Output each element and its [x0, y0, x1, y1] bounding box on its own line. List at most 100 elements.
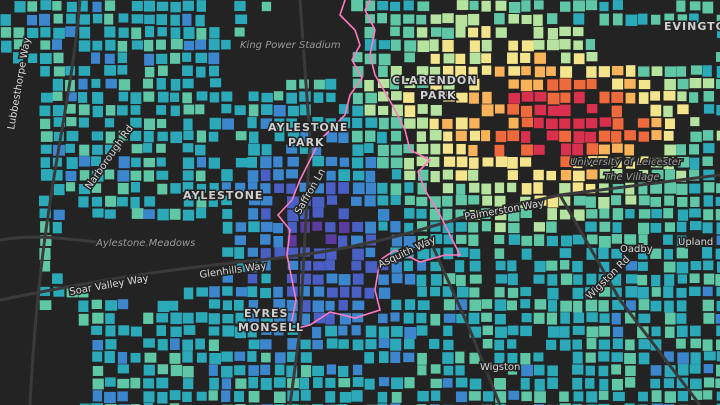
- block: [403, 144, 414, 154]
- block: [299, 182, 311, 192]
- block: [469, 92, 479, 104]
- block: [533, 352, 544, 362]
- block: [430, 286, 441, 297]
- block: [143, 157, 155, 168]
- block: [533, 14, 543, 26]
- block: [702, 130, 714, 141]
- block: [208, 52, 220, 65]
- block: [586, 326, 599, 338]
- block: [182, 13, 192, 26]
- block: [234, 247, 245, 259]
- block: [416, 312, 427, 324]
- block: [52, 78, 64, 91]
- block: [611, 195, 622, 206]
- block: [390, 78, 400, 90]
- block: [170, 326, 182, 337]
- block: [507, 273, 518, 286]
- block: [481, 26, 491, 38]
- block: [455, 65, 467, 78]
- block: [650, 104, 662, 117]
- block: [53, 27, 65, 39]
- block: [624, 312, 636, 324]
- block: [351, 196, 362, 206]
- block: [559, 130, 572, 142]
- block: [508, 390, 520, 400]
- block: [117, 364, 129, 374]
- block: [261, 104, 273, 115]
- block: [572, 260, 583, 273]
- block: [429, 156, 440, 168]
- block: [443, 365, 454, 376]
- block: [533, 144, 545, 155]
- block: [13, 27, 25, 38]
- block: [546, 66, 556, 76]
- block: [455, 222, 467, 232]
- block: [377, 182, 388, 194]
- block: [339, 286, 350, 298]
- block: [273, 169, 284, 181]
- block: [66, 92, 77, 102]
- block: [559, 78, 572, 91]
- block: [586, 104, 598, 114]
- block: [443, 78, 455, 90]
- block: [585, 287, 596, 298]
- block: [91, 196, 103, 207]
- block: [508, 66, 521, 76]
- block: [378, 53, 391, 66]
- block: [352, 221, 364, 232]
- block: [611, 352, 623, 362]
- block: [378, 260, 389, 271]
- block: [455, 53, 466, 64]
- block: [598, 300, 609, 312]
- block: [689, 1, 701, 11]
- block: [482, 391, 494, 402]
- block: [507, 339, 517, 349]
- block: [417, 365, 427, 376]
- block: [156, 157, 166, 167]
- block: [560, 312, 570, 324]
- block: [287, 235, 297, 247]
- block: [157, 364, 169, 375]
- block: [417, 390, 429, 402]
- block: [520, 299, 531, 309]
- block: [417, 1, 430, 12]
- block: [312, 183, 325, 194]
- block: [442, 183, 454, 194]
- block: [78, 183, 91, 195]
- block: [689, 221, 702, 231]
- block: [404, 338, 415, 350]
- block: [663, 286, 674, 298]
- poi-label: Aylestone Meadows: [95, 238, 195, 249]
- block: [443, 247, 454, 260]
- block: [274, 183, 284, 193]
- block: [118, 325, 130, 336]
- block: [196, 196, 207, 208]
- block: [625, 157, 636, 169]
- block: [404, 52, 415, 63]
- block: [52, 221, 62, 234]
- block: [157, 27, 167, 37]
- block: [365, 0, 376, 12]
- block: [221, 39, 231, 50]
- block: [559, 183, 571, 195]
- block: [117, 52, 128, 64]
- block: [573, 79, 586, 90]
- block: [443, 313, 456, 323]
- block: [702, 78, 715, 89]
- block: [156, 377, 169, 389]
- block: [183, 195, 194, 207]
- block: [508, 209, 520, 222]
- block: [235, 157, 248, 168]
- block: [690, 65, 703, 75]
- block: [390, 351, 401, 364]
- block: [611, 234, 622, 244]
- block: [352, 52, 363, 63]
- block: [39, 53, 52, 64]
- block: [196, 66, 206, 78]
- block: [585, 183, 596, 194]
- block: [651, 169, 664, 180]
- block: [482, 338, 493, 349]
- block: [390, 144, 403, 156]
- block: [664, 78, 676, 91]
- block: [78, 78, 88, 90]
